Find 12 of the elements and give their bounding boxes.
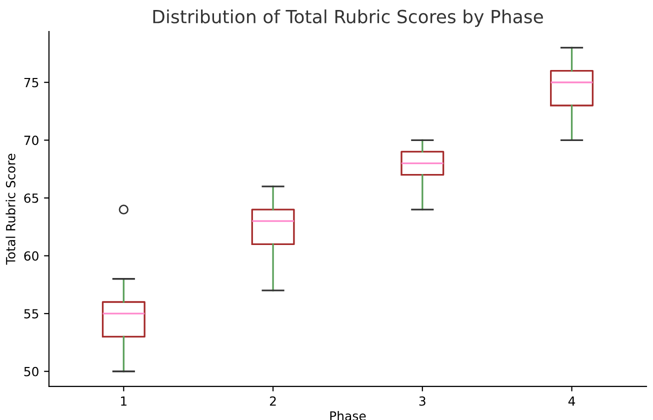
x-tick-label: 3 bbox=[419, 396, 426, 406]
y-tick-label: 60 bbox=[24, 251, 38, 261]
y-tick-label: 50 bbox=[24, 366, 38, 376]
x-tick-label: 2 bbox=[270, 396, 276, 406]
y-tick-label: 65 bbox=[24, 193, 38, 203]
x-tick-label: 4 bbox=[568, 396, 576, 406]
y-tick-label: 75 bbox=[24, 78, 38, 88]
y-tick-label: 55 bbox=[24, 309, 38, 318]
x-tick-label: 1 bbox=[121, 396, 126, 406]
chart-title: Distribution of Total Rubric Scores by Phase bbox=[153, 9, 543, 27]
y-axis-title: Total Rubric Score bbox=[6, 154, 16, 265]
y-tick-label: 70 bbox=[24, 136, 38, 146]
